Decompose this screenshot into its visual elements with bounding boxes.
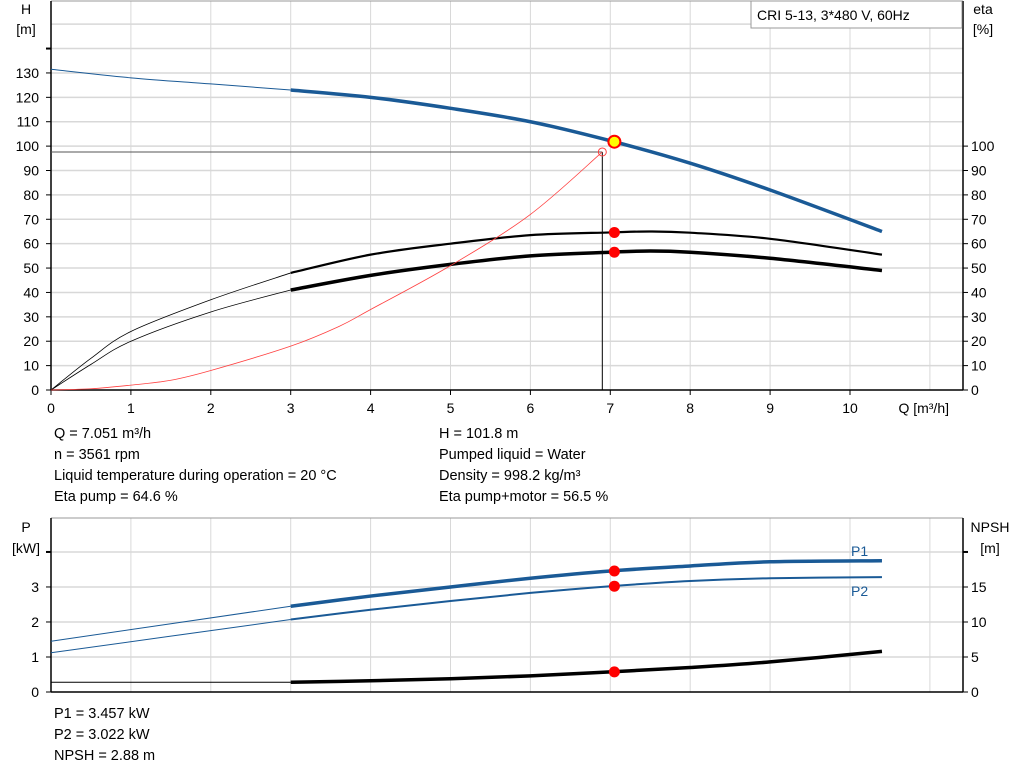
info-flow: Q = 7.051 m³/h xyxy=(54,426,152,442)
system-point-marker xyxy=(597,147,607,157)
top-chart-left-tick-label: 80 xyxy=(23,187,39,203)
top-chart-right-tick-label: 80 xyxy=(971,187,987,203)
y-axis-unit-p: [kW] xyxy=(12,540,40,556)
x-tick-label: 9 xyxy=(766,400,774,416)
info-head: H = 101.8 m xyxy=(439,426,519,442)
top-chart-right-tick-label: 50 xyxy=(971,260,987,276)
y-axis-unit-npsh: [m] xyxy=(980,540,999,556)
npsh-curve-line xyxy=(290,649,883,684)
y-axis-label-npsh: NPSH xyxy=(971,519,1010,535)
p1-curve-line xyxy=(290,558,882,608)
info-top-left: Q = 7.051 m³/h n = 3561 rpm Liquid tempe… xyxy=(54,424,337,508)
y-axis-label-h: H xyxy=(21,1,31,17)
bottom-chart-right-tick-label: 10 xyxy=(971,614,987,630)
info-speed: n = 3561 rpm xyxy=(54,447,140,463)
top-chart-left-tick-label: 60 xyxy=(23,236,39,252)
top-chart-left-tick-label: 100 xyxy=(16,138,40,154)
x-tick-label: 2 xyxy=(207,400,215,416)
top-chart-right-tick-label: 0 xyxy=(971,382,979,398)
info-eta-pump-motor: Eta pump+motor = 56.5 % xyxy=(439,489,609,505)
top-chart-right-tick-label: 30 xyxy=(971,309,987,325)
top-chart-left-tick-label: 120 xyxy=(16,89,40,105)
x-tick-label: 5 xyxy=(447,400,455,416)
top-chart-left-tick-label: 10 xyxy=(23,358,39,374)
bottom-chart-right-tick-label: 0 xyxy=(971,684,979,700)
duty-point-npsh xyxy=(608,666,620,678)
y-axis-unit-eta: [%] xyxy=(973,21,993,37)
x-tick-label: 1 xyxy=(127,400,135,416)
eta-pump-curve-thin-segment xyxy=(50,272,291,391)
duty-point-p1 xyxy=(608,565,620,577)
info-npsh: NPSH = 2.88 m xyxy=(54,748,156,764)
top-chart-left-tick-label: 130 xyxy=(16,65,40,81)
bottom-chart-left-tick-label: 0 xyxy=(31,684,39,700)
bottom-chart-left-tick-label: 2 xyxy=(31,614,39,630)
head-curve-line xyxy=(290,88,883,234)
legend-box xyxy=(750,0,963,29)
top-chart-left-tick-label: 30 xyxy=(23,309,39,325)
top-chart-left-tick-label: 70 xyxy=(23,211,39,227)
top-chart-right-tick-label: 10 xyxy=(971,358,987,374)
top-chart-left-tick-label: 40 xyxy=(23,284,39,300)
y-axis-label-p: P xyxy=(21,519,30,535)
bottom-chart-right-tick-label: 15 xyxy=(971,579,987,595)
duty-point-eta-pump xyxy=(608,226,620,238)
x-tick-label: 10 xyxy=(842,400,858,416)
x-tick-label: 7 xyxy=(606,400,614,416)
top-chart-left-tick-label: 50 xyxy=(23,260,39,276)
y-axis-unit-h: [m] xyxy=(16,21,35,37)
info-p1: P1 = 3.457 kW xyxy=(54,706,150,722)
x-axis-label: Q [m³/h] xyxy=(898,400,949,416)
top-chart-left-tick-label: 20 xyxy=(23,333,39,349)
x-tick-label: 6 xyxy=(527,400,535,416)
head-curve-thin-segment xyxy=(50,68,291,91)
top-chart-left-tick-label: 110 xyxy=(17,114,40,130)
x-tick-label: 3 xyxy=(287,400,295,416)
p1-label: P1 xyxy=(851,543,868,559)
info-liquid-temp: Liquid temperature during operation = 20… xyxy=(54,468,337,484)
top-chart-right-tick-label: 60 xyxy=(971,236,987,252)
p1-curve-thin-segment xyxy=(50,605,291,642)
x-tick-label: 0 xyxy=(47,400,55,416)
bottom-chart-left-tick-label: 3 xyxy=(31,579,39,595)
info-top-right: H = 101.8 m Pumped liquid = Water Densit… xyxy=(439,424,608,508)
top-chart-right-tick-label: 40 xyxy=(971,284,987,300)
bottom-chart-left-tick-label: 1 xyxy=(31,649,39,665)
duty-point-p2 xyxy=(608,580,620,592)
top-chart-right-tick-label: 70 xyxy=(971,211,987,227)
y-axis-label-eta: eta xyxy=(973,1,993,17)
bottom-chart-right-tick-label: 5 xyxy=(971,649,979,665)
top-chart-right-tick-label: 100 xyxy=(971,138,995,154)
eta-pump-motor-curve-thin-segment xyxy=(50,289,291,391)
duty-point-eta-pump-motor xyxy=(608,246,620,258)
duty-point-head xyxy=(607,134,622,149)
p2-label: P2 xyxy=(851,583,868,599)
top-chart-left-tick-label: 90 xyxy=(23,163,39,179)
info-density: Density = 998.2 kg/m³ xyxy=(439,468,581,484)
info-pumped-liquid: Pumped liquid = Water xyxy=(439,447,586,463)
top-chart-right-tick-label: 90 xyxy=(971,163,987,179)
eta-pump-motor-curve-line xyxy=(290,249,883,292)
info-eta-pump: Eta pump = 64.6 % xyxy=(54,489,178,505)
x-tick-label: 4 xyxy=(367,400,375,416)
legend-box-text: CRI 5-13, 3*480 V, 60Hz xyxy=(757,7,910,23)
info-bottom: P1 = 3.457 kW P2 = 3.022 kW NPSH = 2.88 … xyxy=(54,704,155,767)
top-chart-right-tick-label: 20 xyxy=(971,333,987,349)
top-chart-left-tick-label: 0 xyxy=(31,382,39,398)
p2-curve-thin-segment xyxy=(50,619,291,654)
info-p2: P2 = 3.022 kW xyxy=(54,727,150,743)
system-curve-line xyxy=(50,151,603,391)
x-tick-label: 8 xyxy=(686,400,694,416)
p2-curve-line xyxy=(290,576,882,621)
